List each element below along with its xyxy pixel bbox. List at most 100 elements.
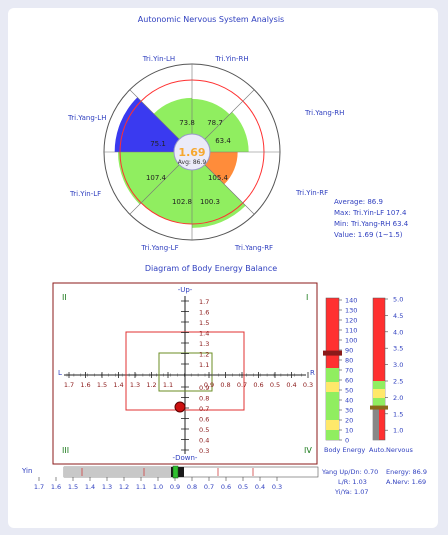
energy-tick-label-8: 60 xyxy=(345,377,353,385)
radar-sector-6 xyxy=(114,97,180,152)
balance-title: Diagram of Body Energy Balance xyxy=(145,264,277,273)
anerv-readout: A.Nerv: 1.69 xyxy=(386,478,426,486)
yy-tick-label-13: 0.4 xyxy=(255,483,265,491)
radar-label-5: Tri.Yang-LF xyxy=(140,244,178,252)
radar-sector-2 xyxy=(204,152,238,185)
radar-spoke-5 xyxy=(129,164,180,215)
energy-tick-label-6: 80 xyxy=(345,357,353,365)
radar-value-4: 100.3 xyxy=(200,198,220,206)
up-tick-label-4: 1.3 xyxy=(199,340,209,348)
down-tick-label-4: 0.5 xyxy=(199,426,209,434)
yy-tick-label-9: 0.8 xyxy=(187,483,197,491)
nerv-tick-label-6: 2.0 xyxy=(393,394,403,402)
yy-tick-label-8: 0.9 xyxy=(170,483,180,491)
lr-text: L/R: 1.03 xyxy=(338,478,367,486)
yy-tick-label-6: 1.1 xyxy=(136,483,146,491)
radar-sectors xyxy=(114,97,249,228)
up-tick-label-5: 1.2 xyxy=(199,351,209,359)
nerv-tick-label-4: 3.0 xyxy=(393,361,403,369)
x-tick-label-7: 0.9 xyxy=(204,381,214,389)
yy-tick-label-5: 1.2 xyxy=(119,483,129,491)
x-tick-label-12: 0.4 xyxy=(286,381,296,389)
energy-balance-quadrant: II I III IV -Up- -Down- L R 1.7 1.6 1.5 1.4… xyxy=(52,282,318,465)
yin-label: Yin xyxy=(21,467,32,475)
report-canvas: Autonomic Nervous System Analysis Diagra… xyxy=(21,15,427,496)
yiya-text: Yi/Ya: 1.07 xyxy=(334,488,369,496)
x-tick-label-2: 1.5 xyxy=(97,381,107,389)
radar-spokes xyxy=(104,64,280,240)
up-tick-label-3: 1.4 xyxy=(199,330,209,338)
yin-yang-bar: Yin 1.7 1.6 1.5 1.4 1.3 1.2 1.1 1.0 0.9 0.8 0.7 0.6… xyxy=(21,465,427,496)
down-tick-label-1: 0.8 xyxy=(199,395,209,403)
energy-bar-yellow-band-upper xyxy=(326,382,339,392)
ans-title: Autonomic Nervous System Analysis xyxy=(138,15,284,24)
yy-tick-label-7: 1.0 xyxy=(153,483,163,491)
radar-sector-4 xyxy=(140,164,192,225)
up-tick-label-1: 1.6 xyxy=(199,309,209,317)
yin-yang-ticks: 1.7 1.6 1.5 1.4 1.3 1.2 1.1 1.0 0.9 0.8 0.7 0.6 0.5 0… xyxy=(34,468,282,491)
stat-value: Value: 1.69 (1~1.5) xyxy=(334,231,403,239)
energy-bar-label: Body Energy xyxy=(324,446,365,454)
down-tick-label-6: 0.3 xyxy=(199,447,209,455)
quadrant-label-iv: IV xyxy=(304,446,312,455)
radar-sector-values: 73.8 78.7 63.4 105.4 100.3 102.8 107.4 75.1 xyxy=(146,119,231,206)
up-tick-label-0: 1.7 xyxy=(199,298,209,306)
radar-label-2: Tri.Yang-RH xyxy=(304,109,344,117)
radar-sector-1 xyxy=(204,111,249,152)
radar-value-6: 107.4 xyxy=(146,174,167,182)
energy-readout: Energy: 86.9 xyxy=(386,468,427,476)
axis-left-label: L xyxy=(58,369,62,377)
radar-value-0: 73.8 xyxy=(179,119,195,127)
radar-sector-7 xyxy=(153,97,192,140)
radar-value-2: 63.4 xyxy=(215,137,231,145)
nerv-tick-label-3: 3.5 xyxy=(393,345,403,353)
energy-tick-label-4: 100 xyxy=(345,337,357,345)
energy-tick-label-13: 10 xyxy=(345,427,353,435)
nerv-tick-label-0: 5.0 xyxy=(393,296,403,304)
axis-up-label: -Up- xyxy=(178,286,193,294)
nerv-level-marker xyxy=(370,405,388,410)
yin-yang-marker xyxy=(172,465,179,479)
x-tick-label-9: 0.7 xyxy=(237,381,247,389)
quadrant-label-iii: III xyxy=(62,446,69,455)
radar-sector-0 xyxy=(192,98,230,140)
radar-sector-labels: Tri.Yin-LH Tri.Yin-RH Tri.Yang-RH Tri.Yin-R… xyxy=(67,55,344,252)
yin-yang-fill-left xyxy=(64,467,171,477)
radar-center-disc xyxy=(173,133,211,171)
energy-tick-label-2: 120 xyxy=(345,317,357,325)
x-tick-label-0: 1.7 xyxy=(64,381,74,389)
radar-value-1: 78.7 xyxy=(207,119,223,127)
x-tick-label-4: 1.3 xyxy=(130,381,140,389)
energy-tick-label-9: 50 xyxy=(345,387,353,395)
energy-tick-label-11: 30 xyxy=(345,407,353,415)
yy-tick-label-10: 0.7 xyxy=(204,483,214,491)
yang-updn-text: Yang Up/Dn: 0.70 xyxy=(321,468,378,476)
yy-tick-label-3: 1.4 xyxy=(85,483,95,491)
down-tick-label-0: 0.9 xyxy=(199,384,209,392)
down-tick-label-5: 0.4 xyxy=(199,437,209,445)
yy-tick-label-2: 1.5 xyxy=(68,483,78,491)
radar-label-1: Tri.Yin-RH xyxy=(214,55,248,63)
quadrant-label-i: I xyxy=(306,293,308,302)
nerv-tick-label-7: 1.5 xyxy=(393,410,403,418)
yy-tick-label-11: 0.6 xyxy=(221,483,231,491)
down-tick-label-2: 0.7 xyxy=(199,405,209,413)
radar-label-0: Tri.Yin-LH xyxy=(142,55,175,63)
yy-tick-label-1: 1.6 xyxy=(51,483,61,491)
radar-center-value: 1.69 xyxy=(178,146,205,159)
radar-value-7: 75.1 xyxy=(150,140,166,148)
up-tick-label-2: 1.5 xyxy=(199,319,209,327)
balance-point-marker xyxy=(174,401,186,413)
x-tick-label-13: 0.3 xyxy=(303,381,313,389)
radar-value-5: 102.8 xyxy=(172,198,192,206)
x-tick-label-3: 1.4 xyxy=(113,381,123,389)
energy-tick-label-10: 40 xyxy=(345,397,353,405)
energy-tick-label-12: 20 xyxy=(345,417,353,425)
x-tick-label-11: 0.5 xyxy=(270,381,280,389)
nerv-bar-yellow-band xyxy=(373,389,385,398)
nerv-tick-label-5: 2.5 xyxy=(393,378,403,386)
yy-tick-label-14: 0.3 xyxy=(272,483,282,491)
yy-tick-label-4: 1.3 xyxy=(102,483,112,491)
